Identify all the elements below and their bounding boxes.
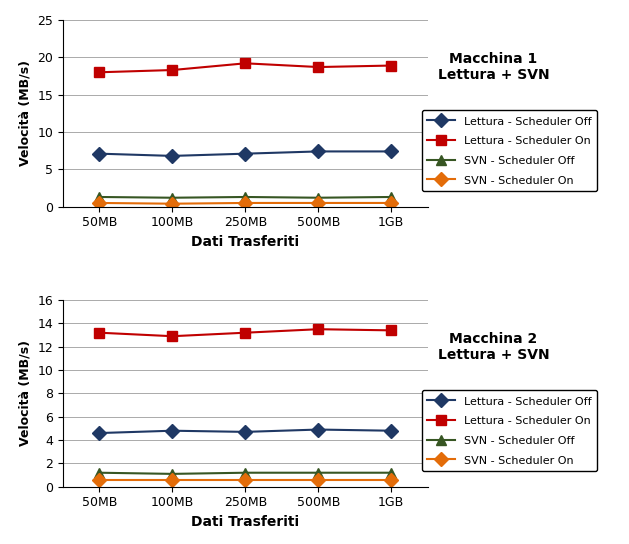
SVN - Scheduler On (387, 200, 395, 206)
Lettura - Scheduler On (314, 326, 322, 332)
SVN - Scheduler On (169, 477, 176, 483)
Lettura - Scheduler On (387, 327, 395, 333)
Lettura - Scheduler Off (242, 429, 249, 435)
Legend: Lettura - Scheduler Off, Lettura - Scheduler On, SVN - Scheduler Off, SVN - Sche: Lettura - Scheduler Off, Lettura - Sched… (422, 390, 598, 471)
Y-axis label: Velocità (MB/s): Velocità (MB/s) (19, 60, 31, 166)
X-axis label: Dati Trasferiti: Dati Trasferiti (191, 235, 299, 249)
Lettura - Scheduler Off (387, 148, 395, 154)
Line: Lettura - Scheduler Off: Lettura - Scheduler Off (94, 146, 396, 161)
Lettura - Scheduler Off (314, 148, 322, 154)
Lettura - Scheduler Off (314, 426, 322, 433)
SVN - Scheduler On (314, 200, 322, 206)
SVN - Scheduler Off (242, 469, 249, 476)
Lettura - Scheduler On (242, 330, 249, 336)
SVN - Scheduler On (242, 200, 249, 206)
Y-axis label: Velocità (MB/s): Velocità (MB/s) (19, 341, 31, 447)
SVN - Scheduler Off (314, 194, 322, 201)
Lettura - Scheduler On (96, 69, 103, 76)
Lettura - Scheduler Off (242, 150, 249, 157)
SVN - Scheduler Off (387, 194, 395, 200)
SVN - Scheduler On (96, 200, 103, 206)
SVN - Scheduler Off (96, 194, 103, 200)
Lettura - Scheduler Off (96, 430, 103, 436)
Line: Lettura - Scheduler On: Lettura - Scheduler On (94, 324, 396, 341)
Lettura - Scheduler On (169, 333, 176, 339)
Line: SVN - Scheduler On: SVN - Scheduler On (94, 475, 396, 485)
SVN - Scheduler Off (314, 469, 322, 476)
Lettura - Scheduler Off (169, 428, 176, 434)
SVN - Scheduler Off (169, 471, 176, 477)
SVN - Scheduler Off (169, 194, 176, 201)
SVN - Scheduler On (169, 200, 176, 207)
X-axis label: Dati Trasferiti: Dati Trasferiti (191, 515, 299, 529)
Lettura - Scheduler On (387, 63, 395, 69)
Lettura - Scheduler On (96, 330, 103, 336)
SVN - Scheduler On (242, 477, 249, 483)
Lettura - Scheduler On (314, 64, 322, 70)
Line: Lettura - Scheduler On: Lettura - Scheduler On (94, 58, 396, 77)
SVN - Scheduler On (96, 477, 103, 483)
Lettura - Scheduler Off (387, 428, 395, 434)
Legend: Lettura - Scheduler Off, Lettura - Scheduler On, SVN - Scheduler Off, SVN - Sche: Lettura - Scheduler Off, Lettura - Sched… (422, 110, 598, 191)
Line: Lettura - Scheduler Off: Lettura - Scheduler Off (94, 425, 396, 438)
SVN - Scheduler Off (387, 469, 395, 476)
SVN - Scheduler On (314, 477, 322, 483)
Lettura - Scheduler On (169, 67, 176, 73)
SVN - Scheduler Off (242, 194, 249, 200)
Line: SVN - Scheduler Off: SVN - Scheduler Off (94, 192, 396, 202)
Lettura - Scheduler Off (96, 150, 103, 157)
Lettura - Scheduler On (242, 60, 249, 66)
SVN - Scheduler Off (96, 469, 103, 476)
SVN - Scheduler On (387, 477, 395, 483)
Lettura - Scheduler Off (169, 153, 176, 159)
Text: Macchina 1
Lettura + SVN: Macchina 1 Lettura + SVN (438, 52, 549, 82)
Line: SVN - Scheduler Off: SVN - Scheduler Off (94, 468, 396, 479)
Text: Macchina 2
Lettura + SVN: Macchina 2 Lettura + SVN (438, 332, 549, 362)
Line: SVN - Scheduler On: SVN - Scheduler On (94, 198, 396, 208)
